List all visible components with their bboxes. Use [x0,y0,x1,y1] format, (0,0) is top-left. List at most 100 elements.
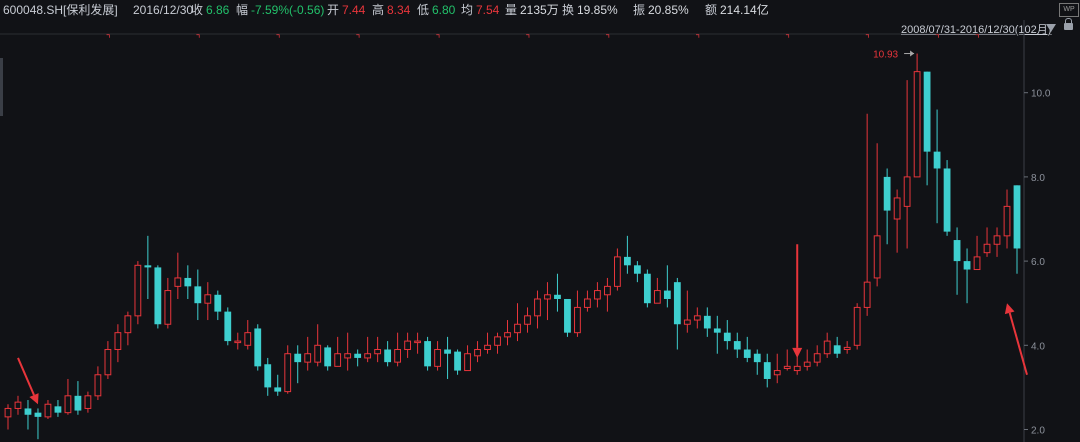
candle-body [454,351,461,371]
candle [14,395,22,415]
candle [514,303,521,342]
candle-body [953,240,961,262]
candle-body [633,265,641,274]
candle [144,235,152,299]
candle [364,336,372,363]
candle [424,336,431,371]
candle-body [354,353,362,358]
candle-body [813,353,821,363]
candle-body [863,281,871,308]
candle [833,336,841,358]
candle-body [683,319,691,325]
candle-body [404,340,411,351]
candle [893,189,901,253]
candle [753,349,761,375]
price-grid [0,20,1025,442]
candle [244,320,252,350]
candle-body [144,265,152,268]
wp-icon[interactable]: WP [1059,3,1079,17]
candle-body [753,353,761,363]
candle-body [584,298,591,308]
volume-value: 2135万 [520,3,559,17]
candle [274,374,282,396]
event-marker: ⌝ [106,34,111,45]
change-value: -7.59%(-0.56) [251,3,325,17]
candle [64,378,72,415]
high-label: 高 [372,3,385,17]
candle-body [663,290,671,299]
candle [34,408,42,440]
amplitude-value: 20.85% [648,3,689,17]
candle [234,332,242,350]
close-label: 收 [191,3,204,17]
candle [1003,189,1011,249]
candle-body [574,306,581,334]
candle-body [873,235,881,279]
candle [534,290,541,329]
open-label: 开 [327,3,340,17]
candle-body [44,403,52,418]
candle-body [124,315,132,334]
candle-body [464,353,471,372]
candle [653,277,661,304]
candle-body [304,353,312,363]
candle-body [314,344,322,363]
max-price-label: 10.93 [873,50,898,61]
chevron-down-icon[interactable] [1046,24,1056,32]
candle [474,341,481,363]
candle [633,261,641,283]
candle [823,332,831,358]
candle [713,315,721,354]
candle-body [324,347,332,367]
event-marker: ⌝ [605,34,610,45]
turnover-label: 换 [562,3,575,17]
candle-body [294,353,302,363]
close-value: 6.86 [206,3,230,17]
candle [933,109,941,224]
candle [94,366,102,401]
date-range-link[interactable]: 2008/07/31-2016/12/30(102月) [901,24,1052,36]
candle [124,311,132,346]
y-tick-label: 4.0 [1031,341,1045,352]
y-tick-label: 8.0 [1031,173,1045,184]
candle-body [444,349,451,354]
candle-body [514,323,521,334]
candle-body [773,370,781,376]
candle [813,345,821,367]
candle [484,332,491,354]
candle [623,235,631,274]
candle [554,273,561,312]
candle [394,332,402,367]
candle-body [903,176,911,207]
candle [643,269,651,308]
candle-body [743,349,751,358]
event-marker: ⌝ [935,34,940,45]
candle-body [224,311,232,342]
candle [84,391,92,413]
event-marker: ⌝ [785,34,790,45]
event-marker: ⌝ [525,34,530,45]
stock-code[interactable]: 600048.SH[保利发展] [3,3,118,17]
candle-body [823,340,831,355]
candle-body [833,345,841,354]
candle [174,252,182,299]
candle-body [564,298,571,333]
candle-body [614,256,621,287]
annotation-arrow-head [1004,303,1015,315]
candle-body [763,362,771,379]
amplitude-label: 振 [633,3,646,17]
candle-body [234,340,242,344]
lock-icon[interactable] [1064,18,1073,30]
candle [1013,185,1021,274]
candle [923,71,931,186]
candle [254,324,262,371]
candle-body [803,361,811,367]
avg-label: 均 [461,3,474,17]
turnover-value: 19.85% [577,3,618,17]
price-axis: 2.0 4.0 6.0 8.0 10.0 [1024,89,1051,437]
candle-body [284,353,292,393]
candle-body [384,349,392,363]
event-marker: ⌝ [865,34,870,45]
candle [134,261,142,325]
scrollbar [0,58,3,116]
